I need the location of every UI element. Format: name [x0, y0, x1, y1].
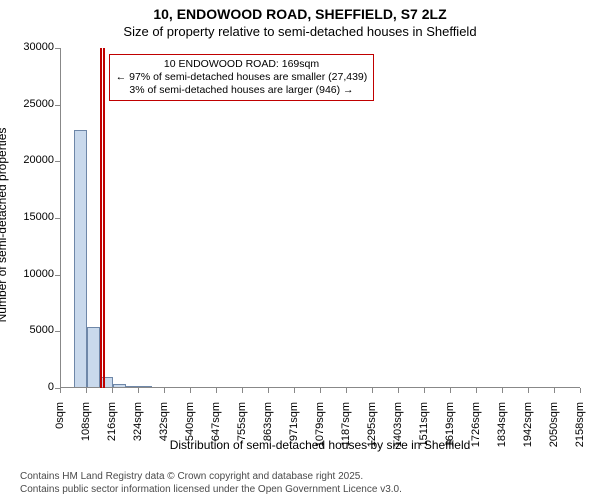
footer-line-2: Contains public sector information licen…	[20, 484, 402, 497]
marker-line	[103, 48, 105, 388]
x-tick-label: 2050sqm	[548, 402, 560, 462]
x-tick-label: 971sqm	[288, 402, 300, 462]
histogram-bar	[87, 327, 100, 387]
x-tick-mark	[476, 388, 477, 393]
x-tick-label: 1726sqm	[470, 402, 482, 462]
x-tick-mark	[554, 388, 555, 393]
x-tick-mark	[216, 388, 217, 393]
x-tick-mark	[320, 388, 321, 393]
y-tick-label: 25000	[4, 98, 54, 110]
y-tick-label: 15000	[4, 211, 54, 223]
marker-line	[100, 48, 102, 388]
x-tick-mark	[424, 388, 425, 393]
x-tick-label: 863sqm	[262, 402, 274, 462]
x-tick-mark	[268, 388, 269, 393]
x-tick-label: 1403sqm	[392, 402, 404, 462]
y-tick-label: 10000	[4, 268, 54, 280]
x-tick-mark	[580, 388, 581, 393]
y-tick-label: 20000	[4, 154, 54, 166]
callout-line-2: ← 97% of semi-detached houses are smalle…	[116, 71, 368, 84]
x-tick-label: 2158sqm	[574, 402, 586, 462]
x-tick-label: 432sqm	[158, 402, 170, 462]
y-tick-mark	[55, 331, 60, 332]
x-tick-mark	[294, 388, 295, 393]
y-tick-label: 5000	[4, 324, 54, 336]
x-tick-label: 755sqm	[236, 402, 248, 462]
attribution-footer: Contains HM Land Registry data © Crown c…	[20, 471, 402, 496]
x-tick-mark	[86, 388, 87, 393]
x-tick-label: 1079sqm	[314, 402, 326, 462]
x-tick-label: 540sqm	[184, 402, 196, 462]
histogram-bar	[74, 130, 87, 387]
callout-line-3: 3% of semi-detached houses are larger (9…	[116, 84, 368, 97]
x-tick-mark	[164, 388, 165, 393]
x-tick-label: 324sqm	[132, 402, 144, 462]
x-tick-mark	[138, 388, 139, 393]
x-tick-label: 1834sqm	[496, 402, 508, 462]
y-tick-mark	[55, 48, 60, 49]
x-tick-mark	[60, 388, 61, 393]
chart-title-sub: Size of property relative to semi-detach…	[0, 24, 600, 39]
x-tick-mark	[398, 388, 399, 393]
x-tick-label: 216sqm	[106, 402, 118, 462]
y-tick-mark	[55, 218, 60, 219]
x-tick-label: 1187sqm	[340, 402, 352, 462]
callout-line-1: 10 ENDOWOOD ROAD: 169sqm	[116, 58, 368, 71]
x-tick-label: 108sqm	[80, 402, 92, 462]
x-tick-mark	[190, 388, 191, 393]
x-tick-label: 647sqm	[210, 402, 222, 462]
x-tick-label: 1511sqm	[418, 402, 430, 462]
y-tick-label: 30000	[4, 41, 54, 53]
y-tick-mark	[55, 105, 60, 106]
x-tick-label: 1942sqm	[522, 402, 534, 462]
x-tick-label: 1295sqm	[366, 402, 378, 462]
y-tick-label: 0	[4, 381, 54, 393]
footer-line-1: Contains HM Land Registry data © Crown c…	[20, 471, 402, 484]
x-tick-mark	[450, 388, 451, 393]
marker-callout: 10 ENDOWOOD ROAD: 169sqm← 97% of semi-de…	[109, 54, 375, 101]
x-tick-mark	[372, 388, 373, 393]
x-tick-mark	[346, 388, 347, 393]
y-tick-mark	[55, 161, 60, 162]
x-tick-label: 0sqm	[54, 402, 66, 462]
x-tick-label: 1619sqm	[444, 402, 456, 462]
histogram-bar	[139, 386, 152, 387]
histogram-bar	[126, 386, 139, 387]
x-tick-mark	[112, 388, 113, 393]
x-tick-mark	[242, 388, 243, 393]
y-tick-mark	[55, 275, 60, 276]
histogram-bar	[113, 384, 126, 387]
chart-stage: 10, ENDOWOOD ROAD, SHEFFIELD, S7 2LZ Siz…	[0, 0, 600, 500]
chart-title-main: 10, ENDOWOOD ROAD, SHEFFIELD, S7 2LZ	[0, 6, 600, 22]
x-tick-mark	[528, 388, 529, 393]
x-tick-mark	[502, 388, 503, 393]
